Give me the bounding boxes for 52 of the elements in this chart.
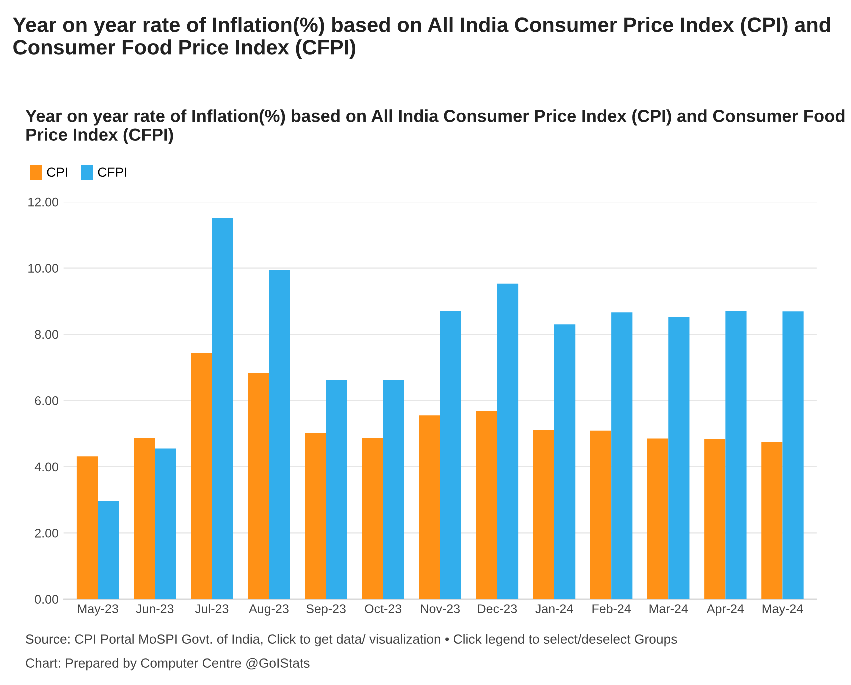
bar bbox=[134, 438, 156, 600]
x-tick-label: Feb-24 bbox=[592, 604, 631, 614]
x-tick-label: May-23 bbox=[78, 604, 118, 616]
x-tick-label: Jun-23 bbox=[136, 604, 174, 614]
bar bbox=[476, 410, 498, 600]
bar bbox=[782, 312, 804, 600]
bar bbox=[726, 311, 747, 600]
bar bbox=[590, 430, 612, 600]
x-tick-label: Dec-23 bbox=[478, 604, 518, 614]
bar bbox=[191, 353, 212, 600]
x-tick-label: Mar-24 bbox=[650, 604, 688, 614]
x-tick-label: Jul-23 bbox=[195, 604, 229, 614]
bar bbox=[269, 270, 290, 600]
x-tick-label: Jan-24 bbox=[536, 604, 574, 614]
bar bbox=[248, 373, 270, 600]
y-tick-label: 6.00 bbox=[35, 396, 58, 406]
x-tick-label: Oct-23 bbox=[365, 604, 402, 614]
text: Chart: Prepared by Computer Centre @GoIStats bbox=[26, 658, 310, 671]
bar bbox=[668, 317, 690, 600]
bar bbox=[419, 416, 440, 600]
y-tick-label: 12.00 bbox=[28, 198, 58, 207]
x-tick-label: Apr-24 bbox=[706, 604, 744, 616]
bar bbox=[212, 218, 234, 600]
bar bbox=[554, 324, 576, 600]
bar bbox=[326, 380, 348, 600]
y-tick-label: 2.00 bbox=[35, 528, 58, 538]
bar bbox=[383, 380, 404, 600]
bar bbox=[704, 439, 726, 600]
y-tick-label: 0.00 bbox=[35, 595, 58, 604]
x-tick-label: Aug-23 bbox=[249, 604, 289, 616]
x-tick-label: Sep-23 bbox=[306, 604, 346, 616]
bar bbox=[440, 311, 462, 600]
source-note: Source: CPI Portal MoSPI Govt. of India, Click to get data/ visualization • Click legend to select/deselect Groups bbox=[26, 634, 678, 647]
bar bbox=[648, 438, 669, 600]
bar bbox=[533, 430, 555, 600]
legend-label: CFPI bbox=[98, 168, 127, 178]
x-tick-label: May-24 bbox=[762, 604, 804, 616]
y-tick-label: 8.00 bbox=[35, 330, 58, 340]
chart-title: Year on year rate of Inflation(%) based on All India Consumer Price Index (CPI) and Consumer Food Price Index (CFPI) bbox=[13, 17, 830, 59]
legend-label: CPI bbox=[47, 168, 68, 178]
x-tick-label: Nov-23 bbox=[421, 604, 460, 614]
chart-subtitle: Year on year rate of Inflation(%) based on All India Consumer Price Index (CPI) and Consumer Food Price Index (CFPI) bbox=[26, 110, 845, 144]
bar bbox=[762, 442, 783, 600]
bar bbox=[155, 448, 176, 600]
bar bbox=[98, 501, 120, 600]
bar bbox=[612, 312, 633, 600]
bar bbox=[305, 433, 326, 600]
bar bbox=[76, 456, 98, 600]
y-tick-label: 10.00 bbox=[28, 264, 58, 273]
bar bbox=[362, 438, 384, 600]
bar bbox=[497, 284, 519, 600]
y-tick-label: 4.00 bbox=[34, 462, 58, 472]
